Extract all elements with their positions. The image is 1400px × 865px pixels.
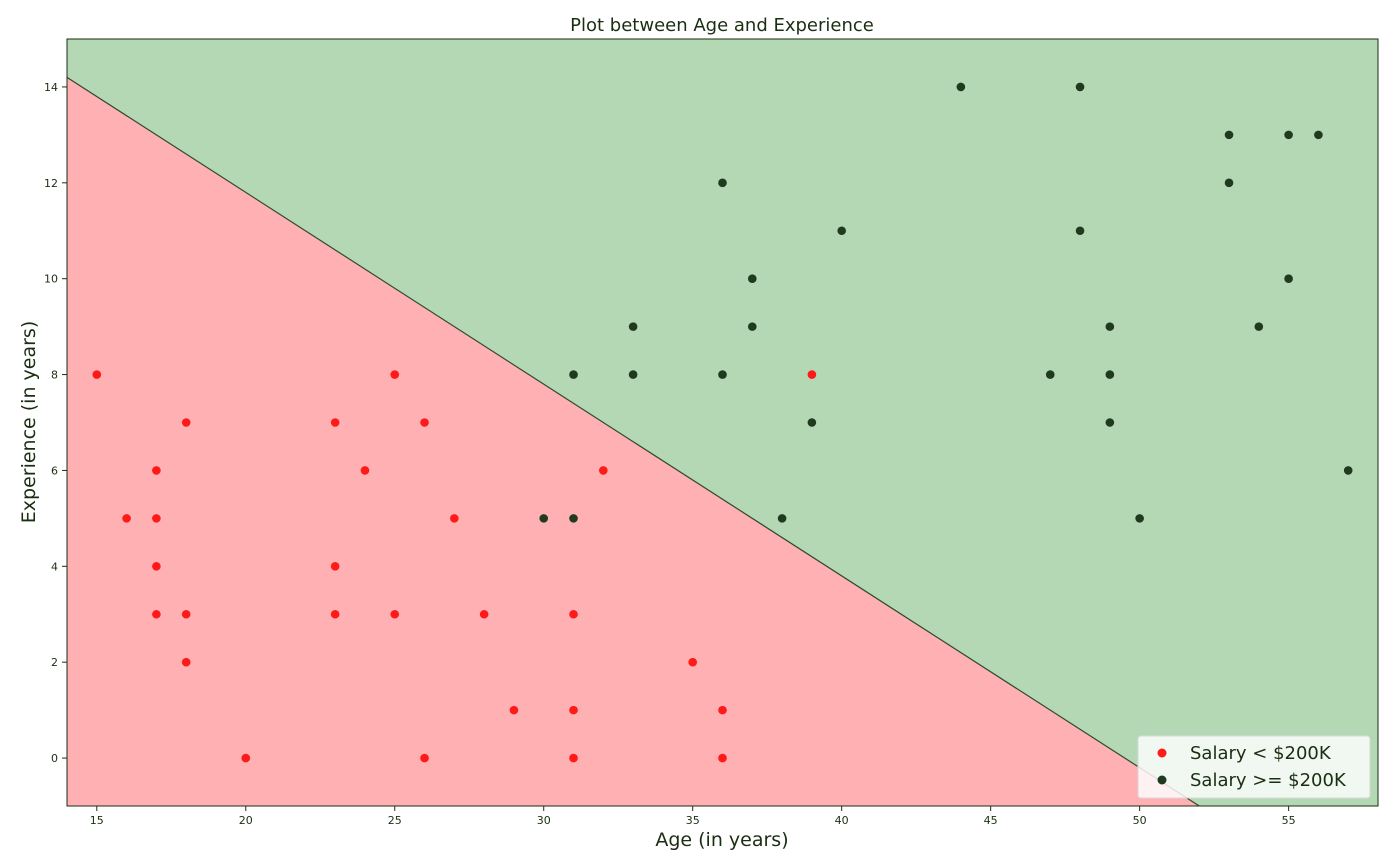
data-point [181,609,191,619]
data-point [569,753,578,763]
series-2 [539,82,1353,523]
data-point [152,514,161,523]
legend-label: Salary >= $200K [1190,770,1347,791]
data-point [1224,178,1234,188]
x-tick-label: 15 [90,814,104,827]
data-point [1284,130,1293,140]
data-point [479,609,489,619]
data-point [1314,130,1323,140]
data-point [837,226,846,236]
data-point [1045,370,1055,379]
x-tick-label: 45 [984,814,998,827]
data-point [1254,322,1264,331]
data-point [92,370,102,379]
region-high-salary [67,39,1378,806]
data-point [1105,322,1115,331]
data-point [420,418,429,427]
data-point [1075,82,1085,92]
legend: Salary < $200K Salary >= $200K [1137,735,1371,799]
x-tick-label: 35 [686,814,700,827]
data-point [718,753,727,763]
data-point [1105,370,1115,379]
data-point [241,753,251,763]
data-point [420,753,429,763]
data-point [181,418,191,427]
legend-marker [1157,775,1167,785]
data-point [450,514,459,523]
data-point [628,370,638,379]
x-tick-label: 50 [1133,814,1147,827]
data-point [569,370,578,379]
data-point [330,609,340,619]
data-point [181,657,191,667]
data-point [539,514,549,523]
data-point [747,322,757,331]
data-point [599,466,608,475]
data-point [1075,226,1085,236]
data-point [509,705,519,715]
x-tick-label: 30 [537,814,551,827]
data-point [1343,466,1353,475]
data-point [1284,274,1293,283]
data-point [1135,514,1144,523]
data-point [688,657,698,667]
data-point [956,82,966,92]
data-point [152,609,161,619]
data-point [152,562,161,571]
data-point [718,178,727,188]
axis-ticks: 15 20 25 30 35 40 45 50 55 0 2 4 6 8 10 12 14 [44,38,1379,827]
data-point [569,514,578,523]
legend-label: Salary < $200K [1190,743,1332,764]
x-axis-label: Age (in years) [655,829,788,851]
data-point [122,514,131,523]
data-point [330,562,340,571]
decision-boundary-line [66,76,1200,807]
data-point [747,274,757,283]
y-tick-label: 0 [51,752,58,765]
data-point [569,705,578,715]
data-point [390,609,400,619]
data-point [777,514,787,523]
legend-marker [1157,748,1167,758]
data-point [718,370,727,379]
data-point [330,418,340,427]
plot-frame [66,38,1379,807]
y-tick-label: 12 [44,177,58,190]
x-tick-label: 20 [239,814,253,827]
data-point [718,705,727,715]
series-1 [92,370,817,763]
y-tick-label: 2 [51,656,58,669]
x-tick-label: 40 [835,814,849,827]
chart-title: Plot between Age and Experience [570,15,874,36]
data-point [360,466,370,475]
data-point [1105,418,1115,427]
data-point [569,609,578,619]
data-point [1224,130,1234,140]
y-tick-label: 8 [51,369,58,382]
data-point [807,418,817,427]
data-point [390,370,400,379]
y-tick-label: 10 [44,273,58,286]
legend-box [1137,735,1371,799]
data-point [628,322,638,331]
plot-area [66,39,1378,807]
y-tick-label: 4 [51,560,58,573]
x-tick-label: 25 [388,814,402,827]
y-axis-label: Experience (in years) [18,321,40,523]
y-tick-label: 6 [51,464,58,477]
x-tick-label: 55 [1282,814,1296,827]
y-tick-label: 14 [44,81,58,94]
data-point [152,466,161,475]
data-point [807,370,817,379]
